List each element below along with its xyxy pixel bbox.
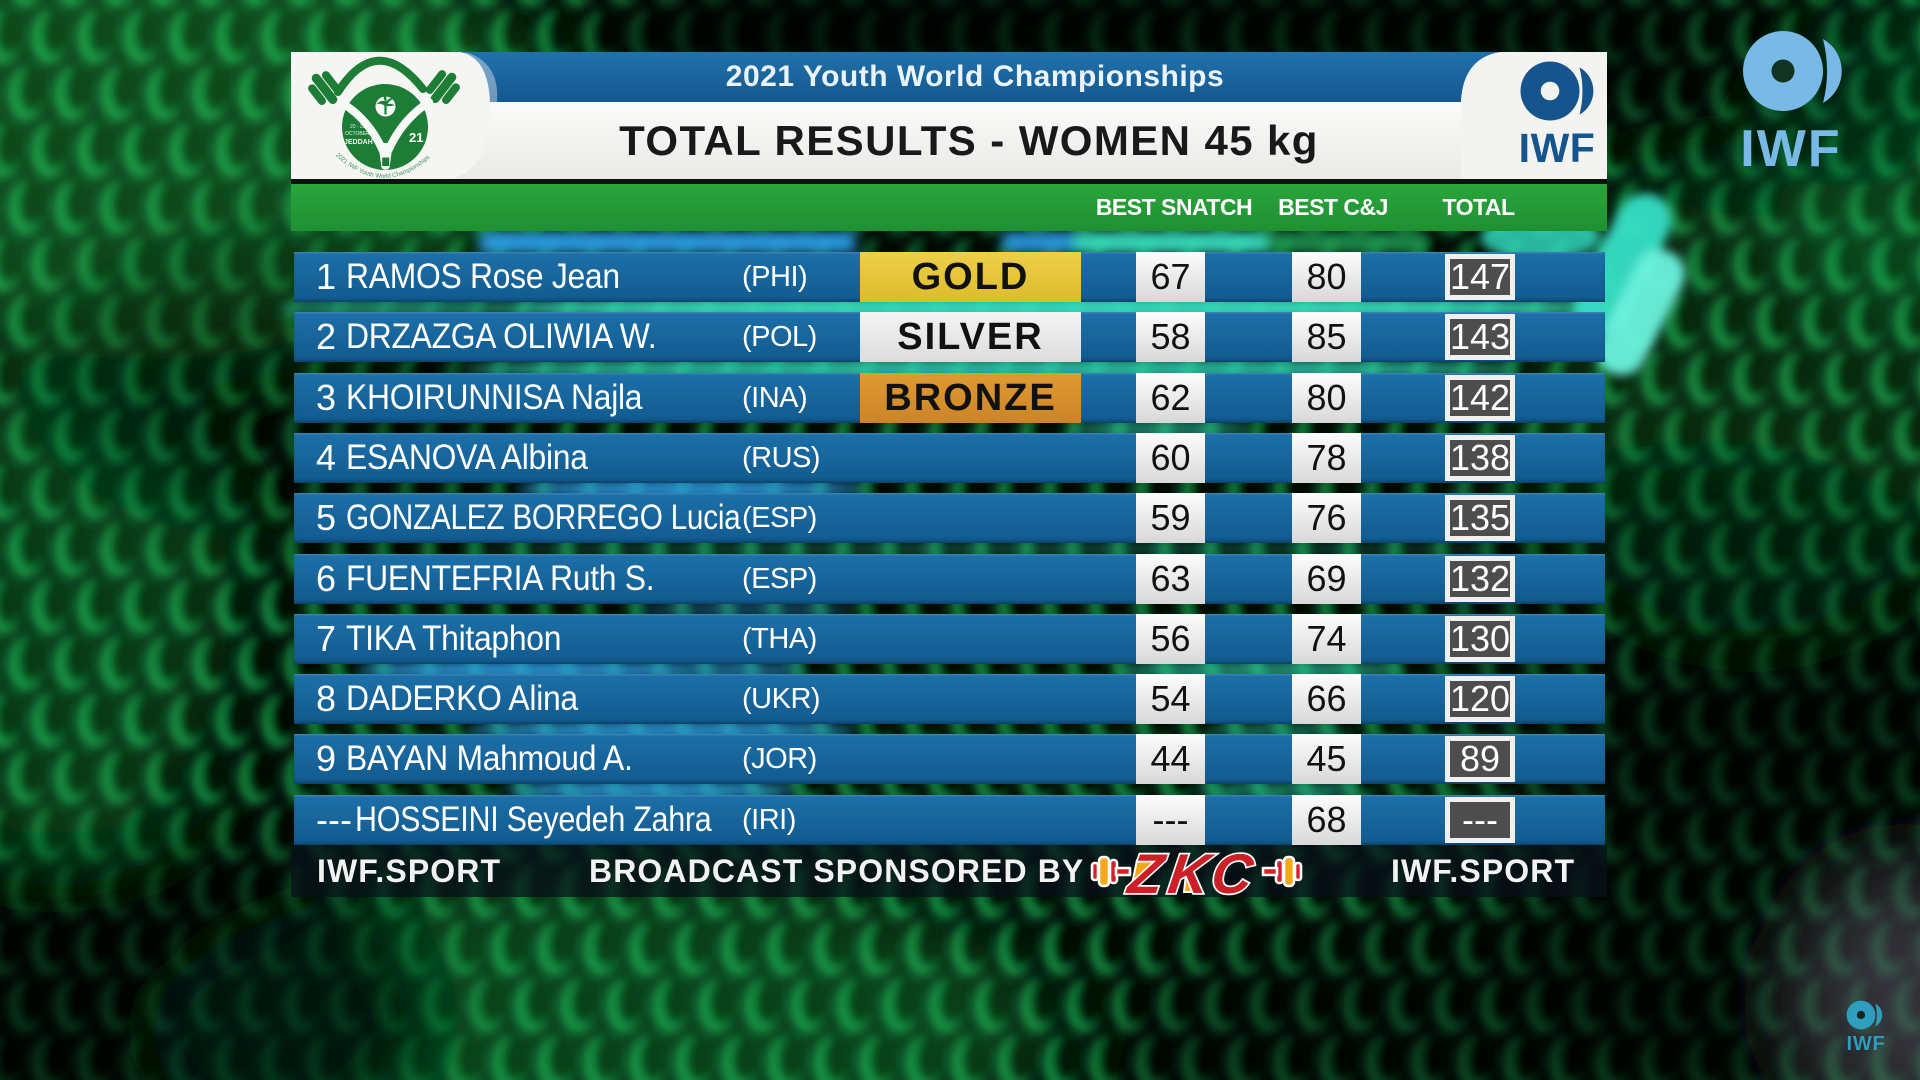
svg-text:21: 21 [409, 130, 423, 145]
svg-text:JEDDAH: JEDDAH [344, 139, 373, 146]
svg-text:IWF: IWF [1846, 1033, 1885, 1055]
svg-text:IWF: IWF [1519, 125, 1596, 171]
svg-text:OCTOBER: OCTOBER [345, 131, 370, 137]
svg-text:20 - 25: 20 - 25 [350, 124, 366, 130]
svg-text:Z: Z [1123, 846, 1171, 898]
svg-text:IWF: IWF [1740, 120, 1842, 178]
svg-text:C: C [1208, 846, 1259, 898]
